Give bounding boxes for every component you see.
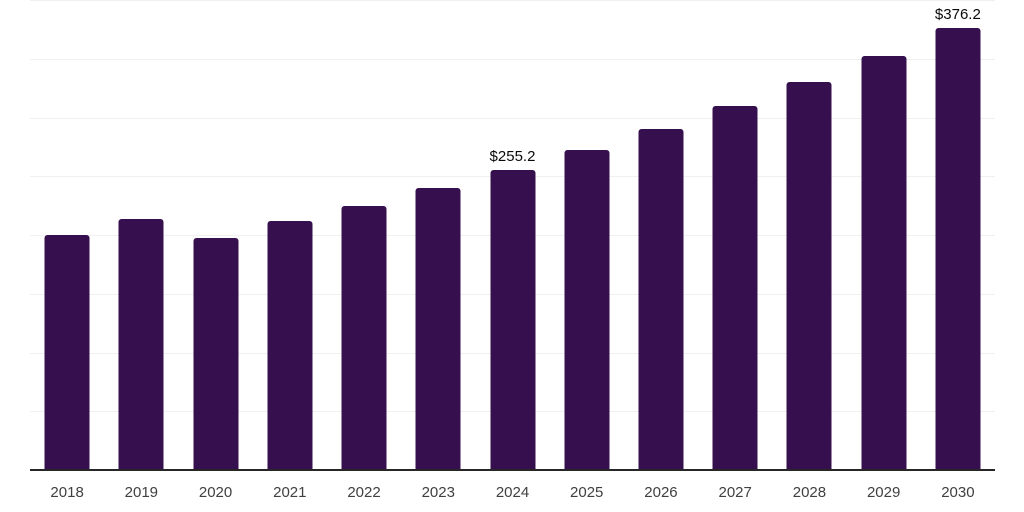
- bar-2027: [712, 106, 758, 470]
- x-tick-label: 2027: [718, 484, 752, 501]
- bar-2028: [786, 81, 832, 470]
- x-tick-label: 2024: [495, 484, 530, 501]
- x-tick-label: 2030: [941, 484, 975, 501]
- data-label: $255.2: [489, 148, 536, 166]
- bar-2024: [490, 170, 535, 470]
- x-tick-label: 2020: [198, 484, 233, 501]
- plot-area: $255.2 $376.2: [30, 0, 995, 470]
- x-tick-label: 2022: [347, 484, 381, 501]
- bar-2029: [861, 55, 907, 470]
- gridline: [30, 0, 995, 1]
- bar-2019: [118, 219, 164, 470]
- bar-2026: [638, 128, 684, 470]
- bar-2023: [415, 187, 461, 470]
- x-tick-label: 2025: [570, 484, 604, 501]
- data-label: $376.2: [934, 5, 981, 23]
- x-tick-label: 2021: [273, 484, 307, 501]
- x-tick-label: 2026: [644, 484, 678, 501]
- bar-2018: [44, 235, 90, 470]
- x-tick-label: 2018: [50, 484, 84, 501]
- bar-2020: [193, 237, 239, 470]
- gridline: [30, 117, 995, 119]
- x-tick-label: 2028: [792, 484, 827, 501]
- x-tick-label: 2029: [866, 484, 901, 501]
- x-axis-line: [30, 469, 995, 471]
- x-tick-label: 2019: [124, 484, 159, 501]
- x-tick-label: 2023: [421, 484, 455, 501]
- x-axis: 2018 2019 2020 2021 2022 2023 2024 2025 2026 2027…: [30, 471, 995, 512]
- bar-2021: [267, 220, 313, 470]
- bar-2025: [564, 150, 610, 470]
- gridline: [30, 58, 995, 60]
- bar-2030: [935, 28, 981, 470]
- bar-2022: [341, 206, 387, 470]
